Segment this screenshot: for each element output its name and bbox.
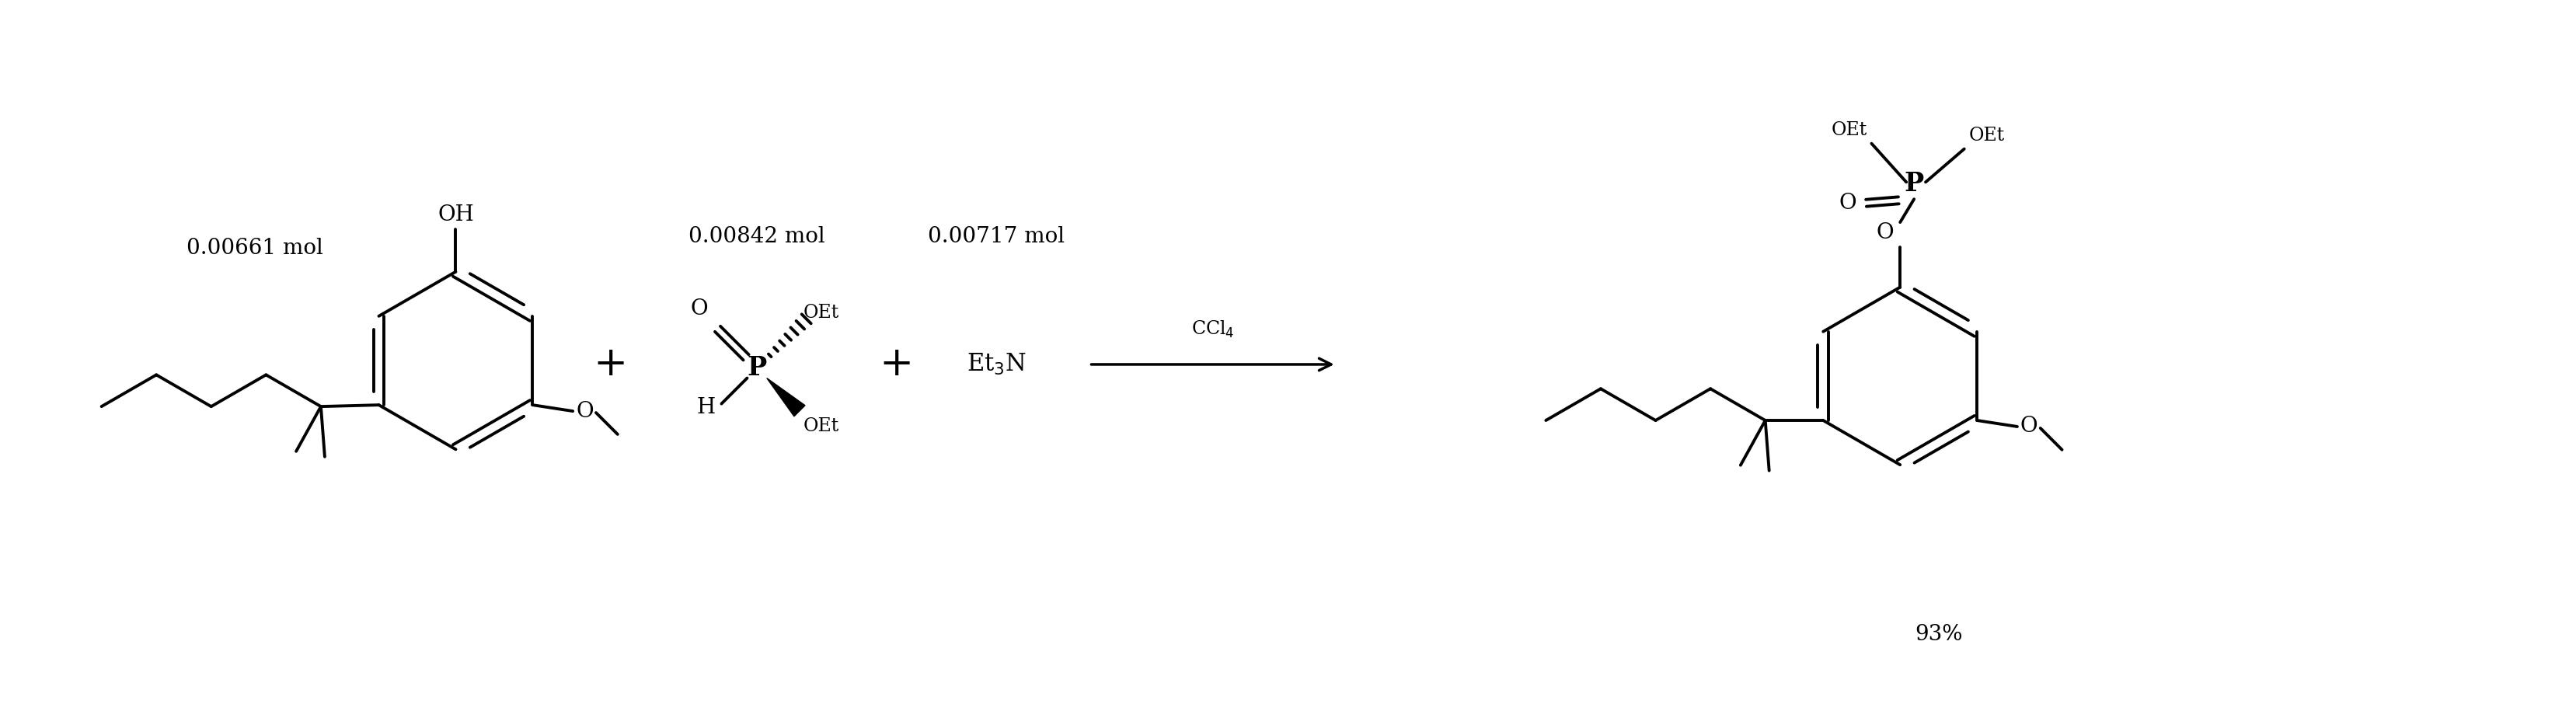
Text: 0.00717 mol: 0.00717 mol: [927, 226, 1064, 248]
Text: P: P: [747, 355, 768, 381]
Text: O: O: [577, 401, 592, 421]
Text: O: O: [1839, 192, 1857, 213]
Text: Et$_3$N: Et$_3$N: [966, 352, 1025, 377]
Text: 0.00661 mol: 0.00661 mol: [185, 238, 322, 259]
Polygon shape: [768, 378, 804, 416]
Text: OEt: OEt: [1832, 121, 1868, 139]
Text: O: O: [690, 299, 708, 320]
Text: +: +: [592, 345, 626, 384]
Text: P: P: [1904, 171, 1924, 197]
Text: OEt: OEt: [1968, 126, 2004, 144]
Text: OH: OH: [438, 205, 474, 225]
Text: O: O: [1875, 222, 1893, 243]
Text: O: O: [2020, 416, 2038, 437]
Text: 93%: 93%: [1914, 624, 1963, 645]
Text: 0.00842 mol: 0.00842 mol: [688, 226, 824, 248]
Text: H: H: [696, 397, 716, 418]
Text: CCl$_4$: CCl$_4$: [1190, 320, 1234, 340]
Text: +: +: [878, 345, 912, 384]
Text: OEt: OEt: [804, 417, 840, 435]
Text: OEt: OEt: [804, 304, 840, 322]
